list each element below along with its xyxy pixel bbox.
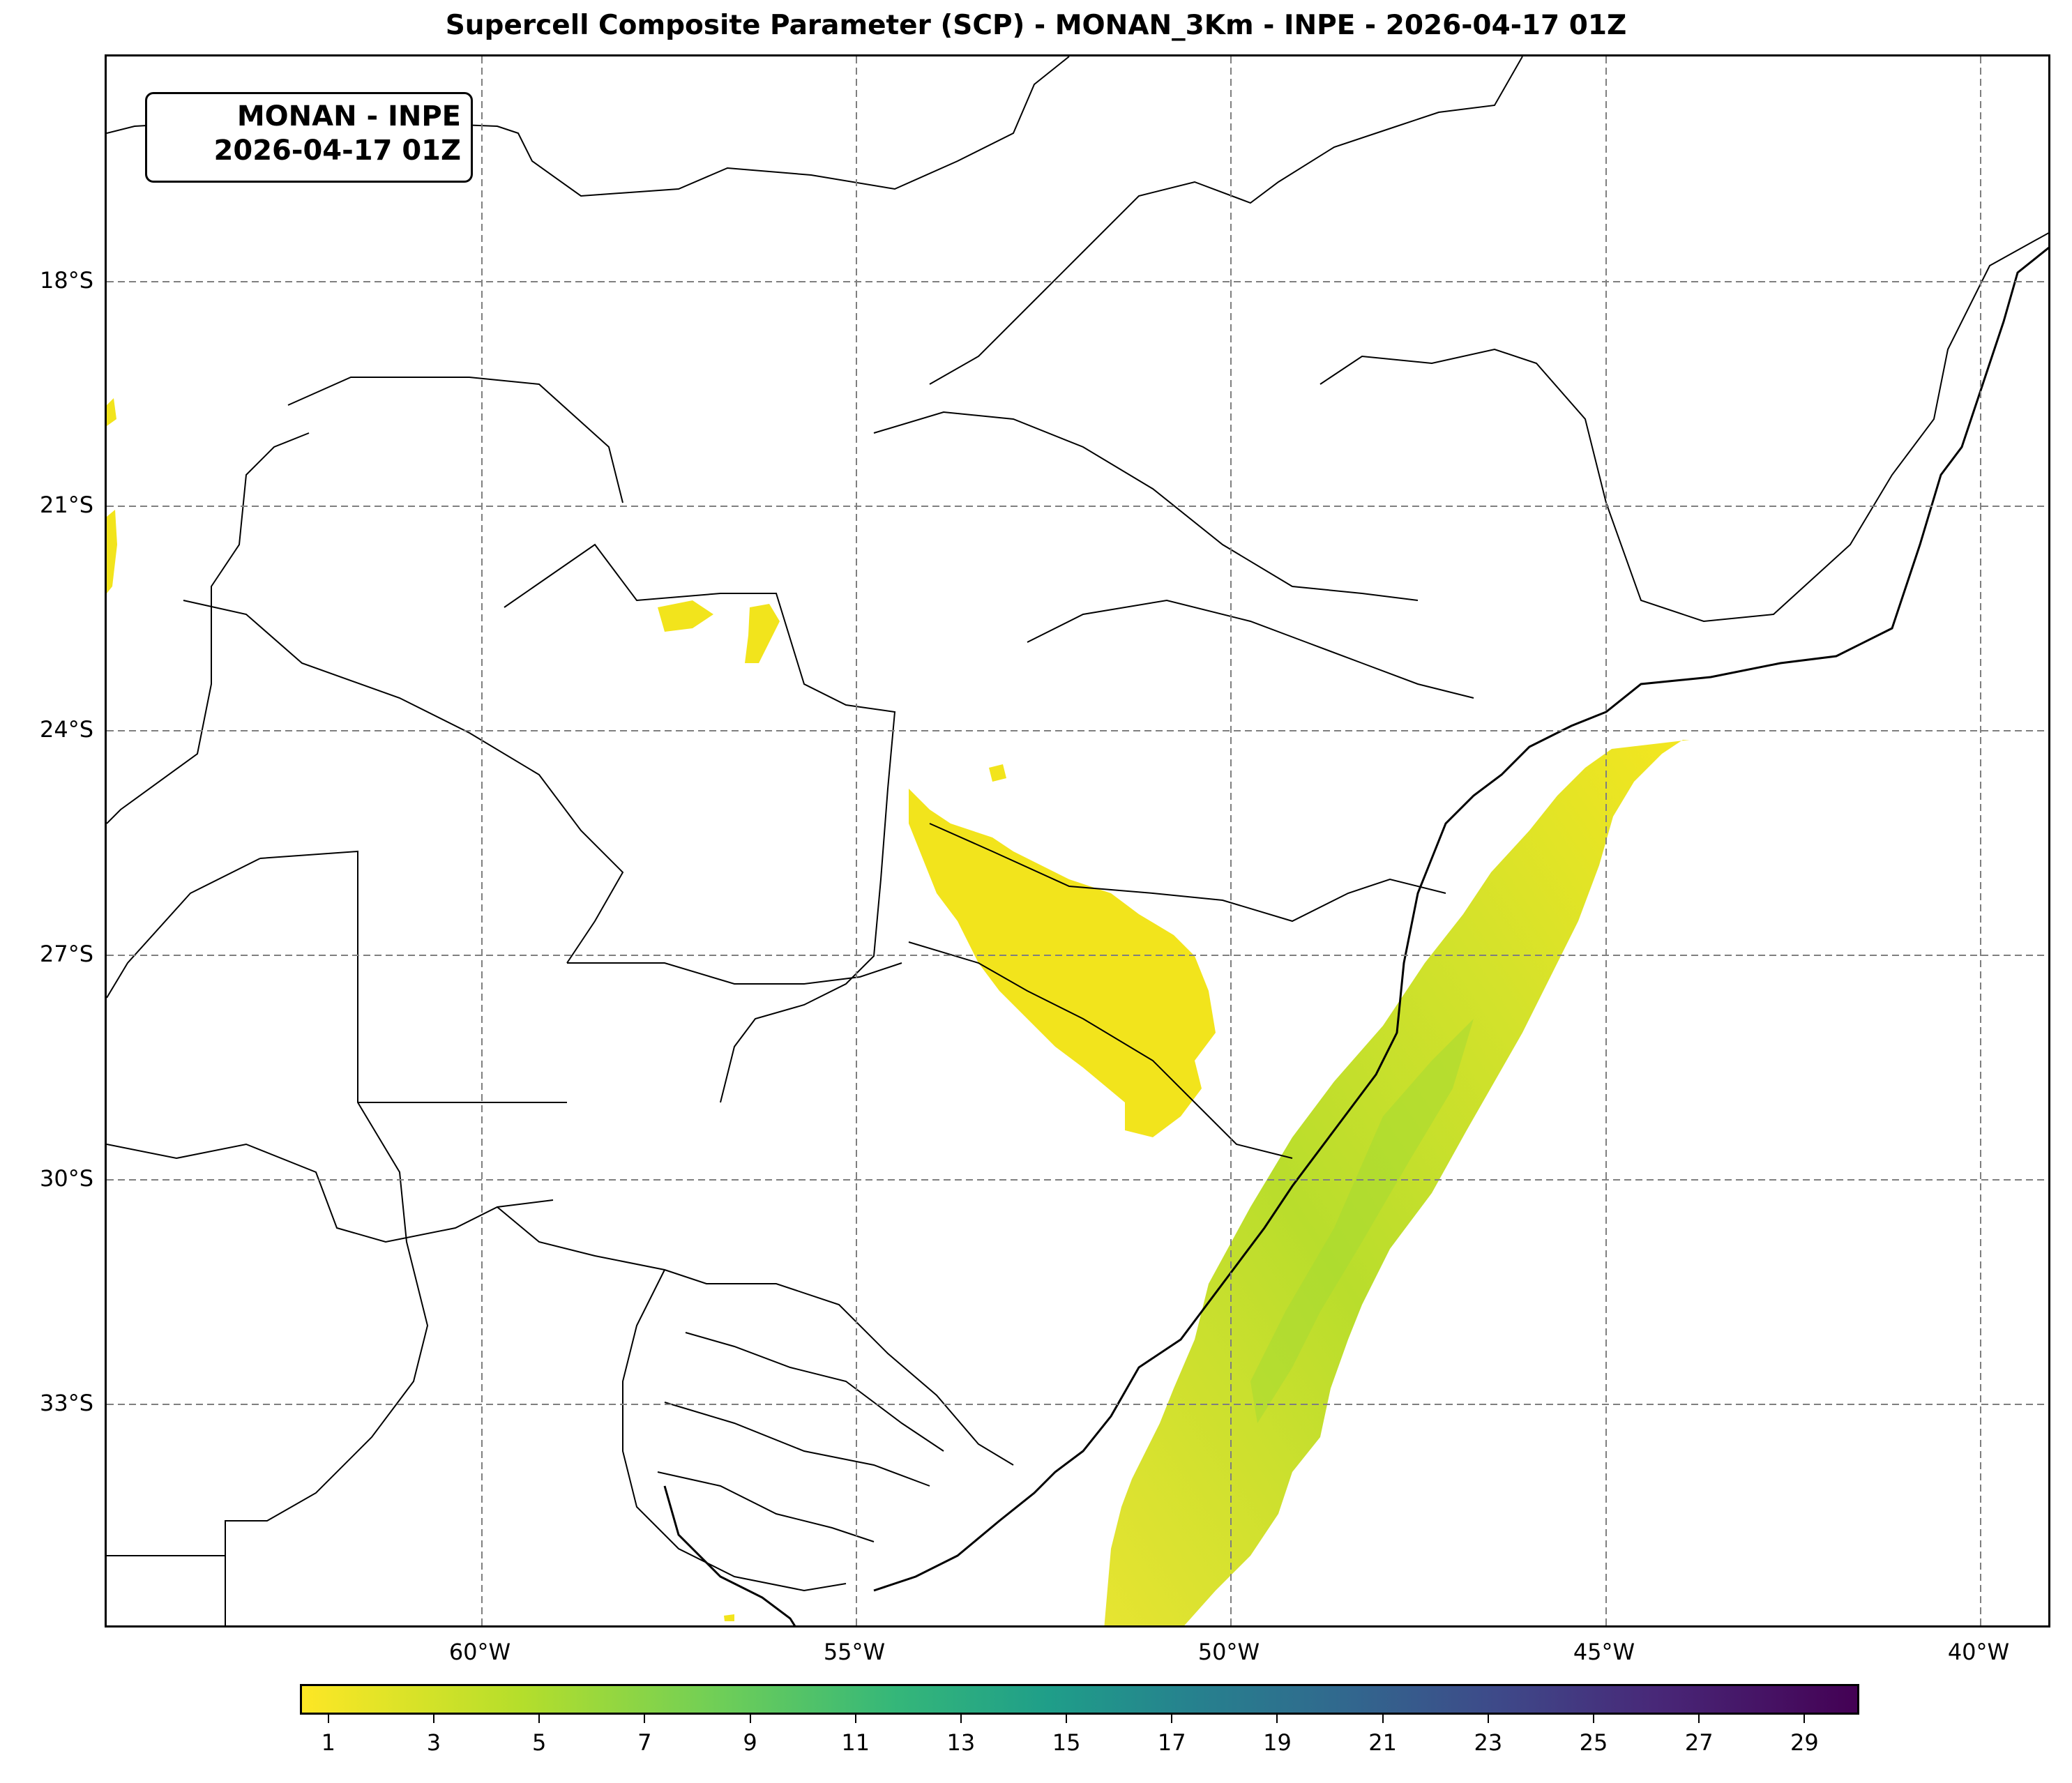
colorbar-tick-mark <box>1382 1715 1384 1723</box>
coastline-south-america-west <box>663 1485 796 1625</box>
colorbar-tick-label: 17 <box>1157 1729 1186 1756</box>
colorbar-tick-mark <box>1487 1715 1489 1723</box>
coastline <box>873 246 2048 1592</box>
political-borders <box>107 56 2048 1625</box>
lat-label-30: 30°S <box>39 1165 93 1192</box>
colorbar-tick-mark <box>854 1715 856 1723</box>
info-box-line2: 2026-04-17 01Z <box>213 135 461 167</box>
scp-west-edge-bit <box>107 398 116 426</box>
scp-ocean-band <box>1104 740 1690 1625</box>
colorbar-tick-label: 23 <box>1474 1729 1503 1756</box>
info-box-line1: MONAN - INPE <box>236 100 461 132</box>
lon-label-45: 45°W <box>1573 1639 1635 1665</box>
colorbar-tick-label: 1 <box>321 1729 335 1756</box>
lat-label-21: 21°S <box>39 492 93 518</box>
colorbar-tick-mark <box>1803 1715 1806 1723</box>
colorbar-tick-label: 15 <box>1052 1729 1081 1756</box>
colorbar-tick-mark <box>1276 1715 1278 1723</box>
lat-label-33: 33°S <box>39 1390 93 1416</box>
colorbar-tick-mark <box>327 1715 329 1723</box>
scp-land-blob-1 <box>658 600 713 632</box>
colorbar-tick-label: 29 <box>1790 1729 1819 1756</box>
colorbar-tick-label: 25 <box>1579 1729 1608 1756</box>
model-info-box: MONAN - INPE 2026-04-17 01Z <box>145 92 473 183</box>
lon-label-55: 55°W <box>823 1639 886 1665</box>
chart-title: Supercell Composite Parameter (SCP) - MO… <box>445 10 1627 41</box>
scp-small-south <box>724 1614 734 1621</box>
colorbar-tick-label: 11 <box>841 1729 870 1756</box>
lon-label-50: 50°W <box>1197 1639 1260 1665</box>
colorbar-tick-label: 13 <box>946 1729 976 1756</box>
lon-label-40: 40°W <box>1947 1639 2010 1665</box>
scp-ocean-core <box>1250 1019 1474 1423</box>
colorbar-tick-mark <box>1066 1715 1068 1723</box>
lat-label-27: 27°S <box>39 941 93 967</box>
colorbar-tick-label: 27 <box>1684 1729 1714 1756</box>
colorbar-tick-label: 5 <box>531 1729 547 1756</box>
lat-label-24: 24°S <box>39 716 93 743</box>
scp-field <box>107 398 1690 1625</box>
colorbar-tick-label: 7 <box>637 1729 652 1756</box>
colorbar-tick-mark <box>1171 1715 1173 1723</box>
scp-land-blob-2 <box>745 604 780 663</box>
graticule <box>107 56 2048 1625</box>
colorbar-tick-mark <box>749 1715 751 1723</box>
colorbar-tick-mark <box>432 1715 434 1723</box>
lat-label-18: 18°S <box>39 267 93 294</box>
colorbar-tick-mark <box>1593 1715 1595 1723</box>
colorbar-tick-mark <box>1698 1715 1700 1723</box>
map-canvas <box>107 56 2048 1625</box>
colorbar-tick-mark <box>644 1715 646 1723</box>
scp-land-cluster-south <box>909 789 1216 1137</box>
colorbar-tick-label: 19 <box>1263 1729 1292 1756</box>
colorbar-tick-label: 21 <box>1368 1729 1398 1756</box>
colorbar-tick-mark <box>960 1715 962 1723</box>
colorbar-tick-mark <box>538 1715 540 1723</box>
colorbar <box>300 1684 1859 1715</box>
map-area[interactable] <box>105 54 2050 1628</box>
scp-west-edge-strip <box>107 510 117 593</box>
colorbar-tick-label: 3 <box>426 1729 441 1756</box>
lon-label-60: 60°W <box>448 1639 511 1665</box>
colorbar-tick-label: 9 <box>743 1729 757 1756</box>
scp-land-blob-3 <box>989 764 1006 782</box>
